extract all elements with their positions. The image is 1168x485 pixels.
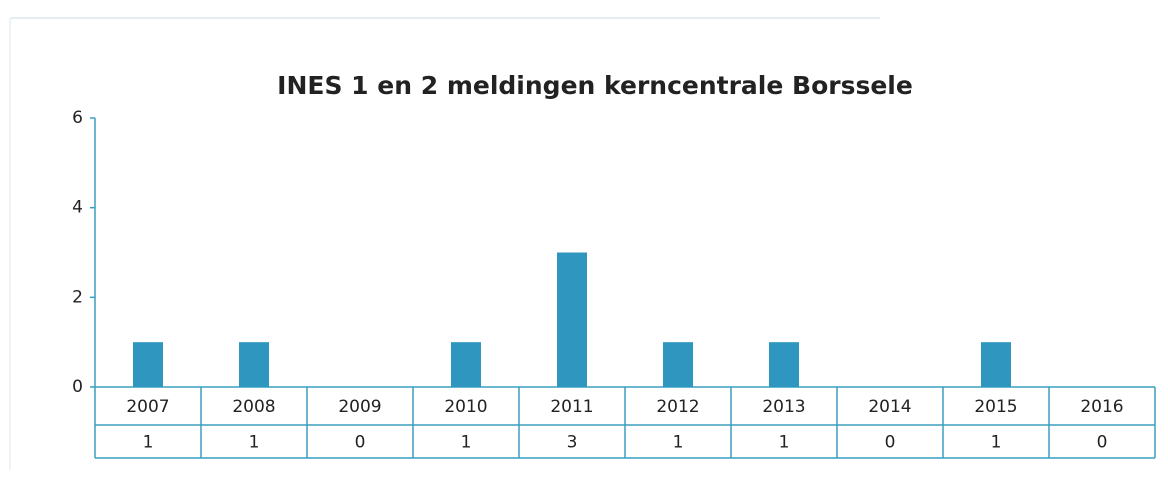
table-value: 0 bbox=[355, 433, 366, 453]
y-tick-label: 6 bbox=[72, 108, 83, 128]
y-tick-label: 4 bbox=[72, 198, 83, 218]
y-tick-label: 0 bbox=[72, 377, 83, 397]
bar bbox=[981, 342, 1011, 387]
table-value: 0 bbox=[885, 433, 896, 453]
chart-title: INES 1 en 2 meldingen kerncentrale Borss… bbox=[277, 71, 913, 100]
bar bbox=[133, 342, 163, 387]
table-value: 0 bbox=[1097, 433, 1108, 453]
bar bbox=[451, 342, 481, 387]
table-value: 1 bbox=[991, 433, 1002, 453]
table-value: 1 bbox=[779, 433, 790, 453]
y-tick-label: 2 bbox=[72, 287, 83, 307]
x-tick-label: 2015 bbox=[974, 397, 1017, 417]
x-tick-label: 2009 bbox=[338, 397, 381, 417]
bar bbox=[663, 342, 693, 387]
x-tick-label: 2014 bbox=[868, 397, 911, 417]
x-tick-label: 2007 bbox=[126, 397, 169, 417]
x-tick-label: 2012 bbox=[656, 397, 699, 417]
table-value: 3 bbox=[567, 433, 578, 453]
bar bbox=[557, 252, 587, 387]
x-tick-label: 2011 bbox=[550, 397, 593, 417]
table-value: 1 bbox=[143, 433, 154, 453]
bar bbox=[239, 342, 269, 387]
x-tick-label: 2016 bbox=[1080, 397, 1123, 417]
x-tick-label: 2010 bbox=[444, 397, 487, 417]
table-value: 1 bbox=[461, 433, 472, 453]
table-value: 1 bbox=[249, 433, 260, 453]
x-tick-label: 2008 bbox=[232, 397, 275, 417]
bar bbox=[769, 342, 799, 387]
table-value: 1 bbox=[673, 433, 684, 453]
x-tick-label: 2013 bbox=[762, 397, 805, 417]
